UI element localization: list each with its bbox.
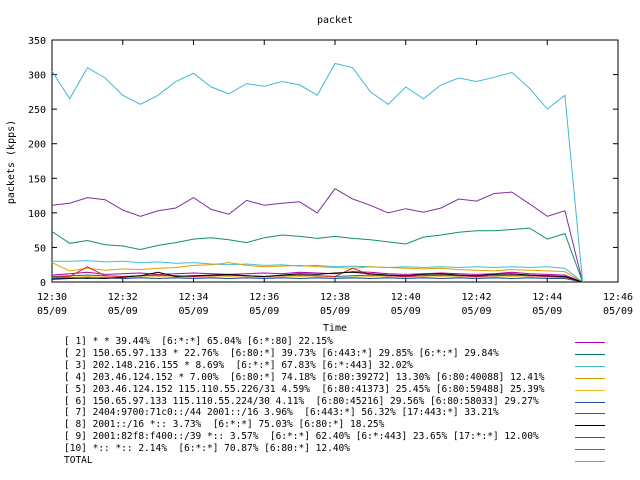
series-lines <box>51 62 584 283</box>
x-tick-time-label: 12:36 <box>249 292 279 303</box>
legend-entry-label: TOTAL <box>64 455 93 466</box>
legend-entry-label: [ 6] 150.65.97.133 115.110.55.224/30 4.1… <box>64 395 539 407</box>
x-tick-date-label: 05/09 <box>37 306 67 317</box>
y-axis-ticks: 0 50 100 150 200 250 300 350 <box>28 36 618 289</box>
x-tick-date-label: 05/09 <box>178 306 208 317</box>
legend-entry-label: [ 2] 150.65.97.133 * 22.76% [6:80:*] 39.… <box>64 347 499 359</box>
x-tick-time-label: 12:44 <box>532 292 562 303</box>
x-axis-label: Time <box>323 323 347 334</box>
x-tick-time-label: 12:42 <box>461 292 491 303</box>
legend-entry-swatch <box>575 353 605 355</box>
x-tick-date-label: 05/09 <box>603 306 633 317</box>
x-tick-date-label: 05/09 <box>461 306 491 317</box>
chart-title: packet <box>317 15 353 26</box>
series-line-6 <box>51 277 583 283</box>
x-axis-ticks: 12:30 05/09 12:32 05/09 12:34 05/09 12:36 05/09… <box>37 40 633 317</box>
legend-entry-label: [ 5] 203.46.124.152 115.110.55.226/31 4.… <box>64 383 545 395</box>
x-tick-time-label: 12:34 <box>178 292 208 303</box>
y-tick-label: 200 <box>28 140 46 151</box>
x-tick-date-label: 05/09 <box>320 306 350 317</box>
y-tick-label: 0 <box>40 278 46 289</box>
series-line-10 <box>51 227 584 283</box>
plot-frame <box>51 39 619 283</box>
y-tick-label: 250 <box>28 105 46 116</box>
y-axis-label: packets (kpps) <box>6 120 17 204</box>
x-tick-date-label: 05/09 <box>108 306 138 317</box>
legend-entry-swatch <box>575 449 605 451</box>
x-tick-date-label: 05/09 <box>391 306 421 317</box>
y-tick-label: 300 <box>28 71 46 82</box>
legend-entry-label: [ 7] 2404:9700:71c0::/44 2001::/16 3.96%… <box>64 407 499 419</box>
x-tick-time-label: 12:38 <box>320 292 350 303</box>
y-tick-label: 150 <box>28 174 46 185</box>
legend-entry-label: [10] *:: *:: 2.14% [6:*:*] 70.87% [6:80:… <box>64 443 350 455</box>
series-line-3 <box>52 260 583 283</box>
series-line-5 <box>51 275 583 283</box>
legend-entry-label: [ 9] 2001:82f8:f400::/39 *:: 3.57% [6:*:… <box>64 431 539 443</box>
x-tick-date-label: 05/09 <box>532 306 562 317</box>
y-tick-label: 50 <box>34 243 46 254</box>
legend-entry-swatch <box>575 437 605 439</box>
legend-entry-label: [ 8] 2001::/16 *:: 3.73% [6:*:*] 75.03% … <box>64 419 385 431</box>
legend-entry-label: [ 1] * * 39.44% [6:*:*] 65.04% [6:*:80] … <box>64 336 333 347</box>
x-tick-time-label: 12:32 <box>108 292 138 303</box>
series-line-1 <box>51 271 583 283</box>
legend-entry-label: [ 3] 202.148.216.155 * 8.69% [6:*:*] 67.… <box>64 359 413 371</box>
legend-entry-swatch <box>575 365 605 367</box>
series-line-4 <box>51 262 583 283</box>
x-tick-date-label: 05/09 <box>249 306 279 317</box>
legend-entry-swatch <box>575 342 605 343</box>
x-tick-time-label: 12:46 <box>603 292 633 303</box>
y-tick-label: 100 <box>28 209 46 220</box>
series-line-11 <box>51 62 584 283</box>
legend-entry-swatch <box>575 425 605 427</box>
legend-entry-swatch <box>575 401 605 403</box>
legend-entry-swatch <box>575 413 605 415</box>
legend-entry-swatch <box>575 389 605 391</box>
series-line-9 <box>51 188 584 283</box>
legend-entry-swatch <box>575 461 605 462</box>
legend-entry-label: [ 4] 203.46.124.152 * 7.00% [6:80:*] 74.… <box>64 371 545 383</box>
series-line-8 <box>51 271 583 283</box>
x-tick-time-label: 12:30 <box>37 292 67 303</box>
y-tick-label: 350 <box>28 36 46 47</box>
x-tick-time-label: 12:40 <box>391 292 421 303</box>
legend-entry-swatch <box>575 377 605 379</box>
